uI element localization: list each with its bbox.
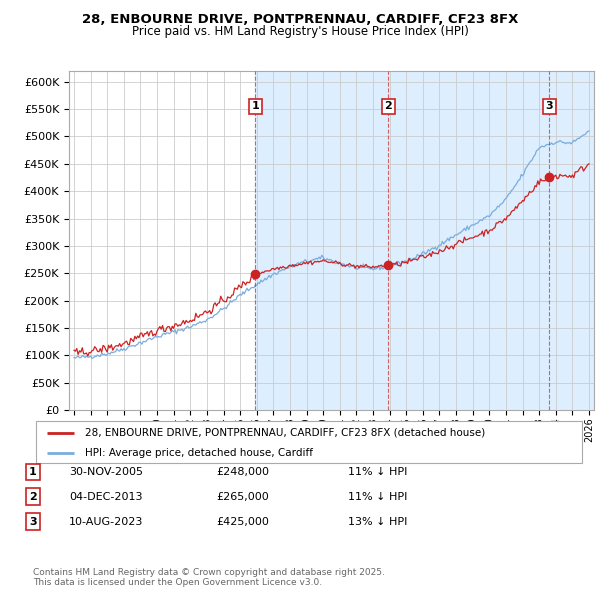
Text: 13% ↓ HPI: 13% ↓ HPI: [348, 517, 407, 526]
Text: 30-NOV-2005: 30-NOV-2005: [69, 467, 143, 477]
Bar: [388, 71, 550, 410]
Bar: [256, 71, 388, 410]
Bar: [550, 71, 598, 410]
Text: £265,000: £265,000: [216, 492, 269, 502]
Text: Price paid vs. HM Land Registry's House Price Index (HPI): Price paid vs. HM Land Registry's House …: [131, 25, 469, 38]
Text: 10-AUG-2023: 10-AUG-2023: [69, 517, 143, 526]
Text: 2: 2: [29, 492, 37, 502]
Text: 3: 3: [545, 101, 553, 112]
Text: 28, ENBOURNE DRIVE, PONTPRENNAU, CARDIFF, CF23 8FX: 28, ENBOURNE DRIVE, PONTPRENNAU, CARDIFF…: [82, 13, 518, 26]
Text: 2: 2: [385, 101, 392, 112]
Text: 11% ↓ HPI: 11% ↓ HPI: [348, 492, 407, 502]
Text: £248,000: £248,000: [216, 467, 269, 477]
Text: 11% ↓ HPI: 11% ↓ HPI: [348, 467, 407, 477]
Text: 1: 1: [29, 467, 37, 477]
Text: 28, ENBOURNE DRIVE, PONTPRENNAU, CARDIFF, CF23 8FX (detached house): 28, ENBOURNE DRIVE, PONTPRENNAU, CARDIFF…: [85, 428, 485, 438]
Text: £425,000: £425,000: [216, 517, 269, 526]
Text: 1: 1: [251, 101, 259, 112]
FancyBboxPatch shape: [36, 421, 582, 463]
Text: 3: 3: [29, 517, 37, 526]
Text: Contains HM Land Registry data © Crown copyright and database right 2025.
This d: Contains HM Land Registry data © Crown c…: [33, 568, 385, 587]
Text: 04-DEC-2013: 04-DEC-2013: [69, 492, 143, 502]
Text: HPI: Average price, detached house, Cardiff: HPI: Average price, detached house, Card…: [85, 448, 313, 457]
